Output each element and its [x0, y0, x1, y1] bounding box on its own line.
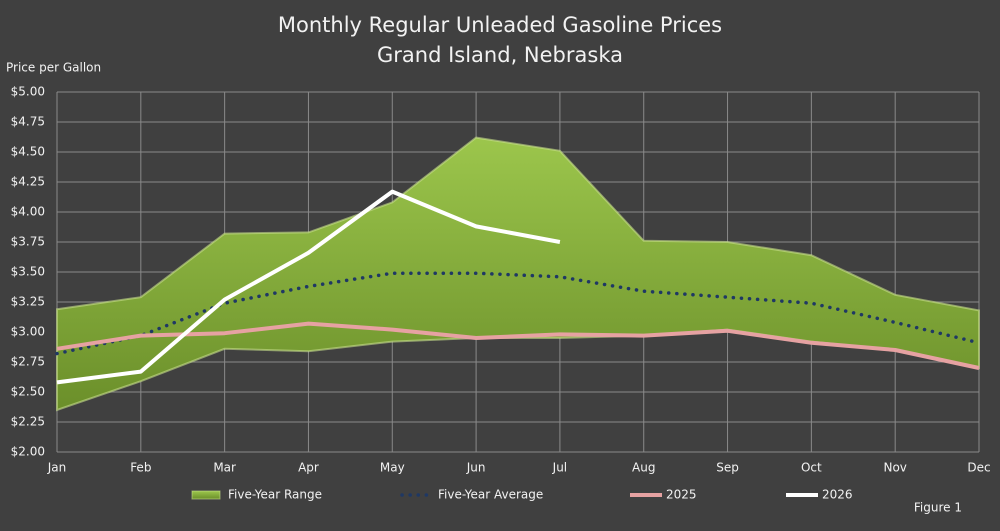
y-tick-label: $2.25: [11, 415, 45, 429]
x-tick-label: Nov: [883, 461, 906, 475]
average-line: [55, 271, 981, 356]
y-tick-label: $2.00: [11, 445, 45, 459]
legend-label: Five-Year Range: [228, 488, 322, 502]
y-tick-label: $4.25: [11, 175, 45, 189]
x-tick-label: Apr: [298, 461, 319, 475]
y-tick-label: $3.00: [11, 325, 45, 339]
y-tick-label: $4.50: [11, 145, 45, 159]
x-tick-label: Mar: [213, 461, 236, 475]
y-tick-label: $3.25: [11, 295, 45, 309]
y-tick-label: $2.50: [11, 385, 45, 399]
x-tick-label: Jun: [466, 461, 486, 475]
series-line: [56, 321, 980, 370]
x-tick-label: Aug: [632, 461, 655, 475]
legend-label: 2025: [666, 488, 697, 502]
chart-title: Monthly Regular Unleaded Gasoline Prices: [278, 13, 722, 37]
x-tick-label: Sep: [716, 461, 739, 475]
legend-label: Five-Year Average: [438, 488, 543, 502]
y-tick-label: $3.50: [11, 265, 45, 279]
range-area: [56, 136, 980, 412]
x-tick-label: Dec: [967, 461, 990, 475]
y-tick-label: $2.75: [11, 355, 45, 369]
chart-subtitle: Grand Island, Nebraska: [377, 43, 623, 67]
legend-swatch: [191, 490, 221, 500]
series-line: [56, 189, 561, 385]
y-axis-label: Price per Gallon: [6, 61, 101, 75]
y-tick-label: $4.00: [11, 205, 45, 219]
y-tick-label: $4.75: [11, 115, 45, 129]
x-tick-label: Jan: [47, 461, 67, 475]
x-tick-label: Jul: [552, 461, 567, 475]
annotation: Figure 1: [914, 501, 962, 515]
x-tick-label: Oct: [801, 461, 822, 475]
y-tick-label: $3.75: [11, 235, 45, 249]
x-tick-label: May: [380, 461, 405, 475]
y-tick-label: $5.00: [11, 85, 45, 99]
x-tick-label: Feb: [130, 461, 151, 475]
legend-label: 2026: [822, 488, 853, 502]
